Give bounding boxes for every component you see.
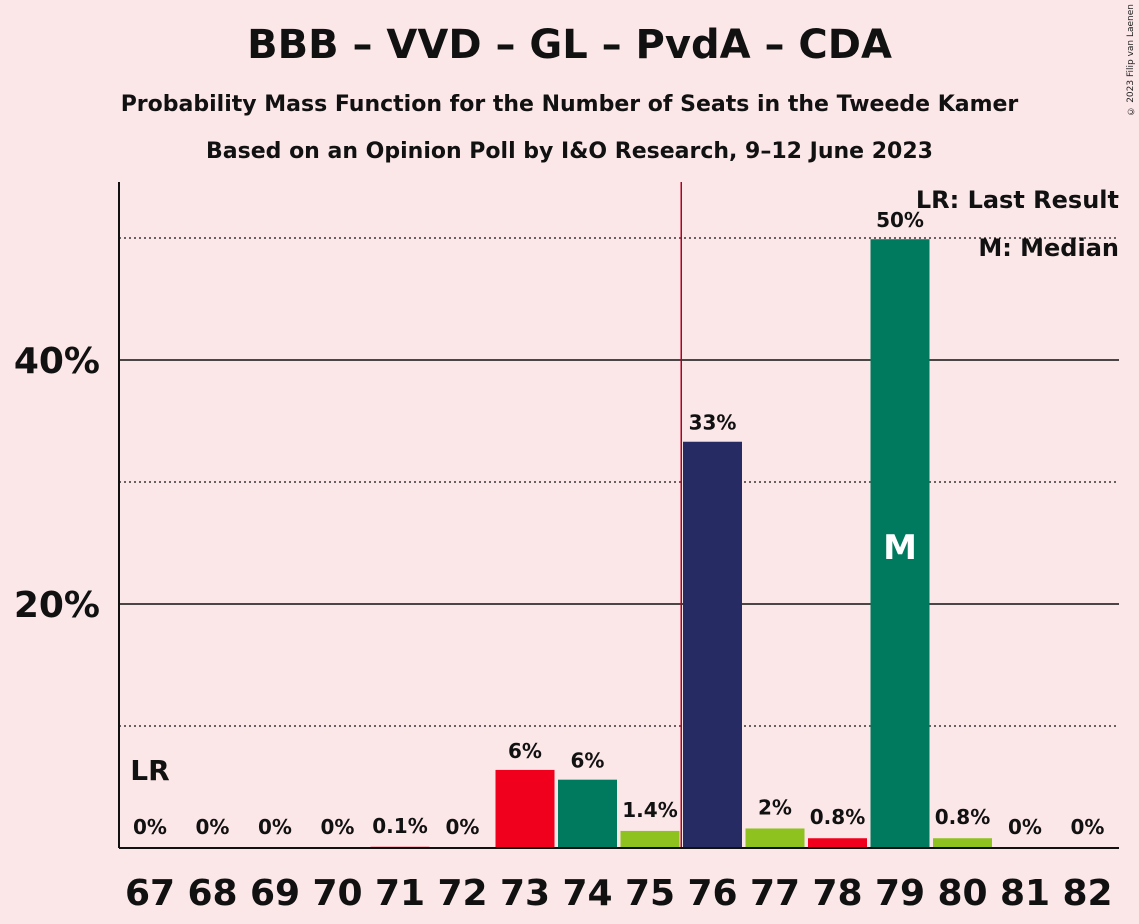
value-label: 0%: [258, 815, 292, 839]
bar-79: [870, 239, 930, 849]
legend-last-result: LR: Last Result: [915, 186, 1119, 214]
bar-80: [933, 838, 992, 848]
x-tick-label: 73: [500, 873, 550, 914]
value-label: 33%: [689, 411, 737, 435]
value-label: 0%: [446, 815, 480, 839]
x-tick-label: 67: [125, 873, 175, 914]
bar-74: [558, 779, 617, 848]
value-label: 0%: [1008, 815, 1042, 839]
bar-77: [745, 828, 805, 848]
value-label: 0%: [321, 815, 355, 839]
value-label: 50%: [876, 208, 924, 232]
bar-75: [620, 830, 680, 848]
x-tick-label: 78: [812, 873, 862, 914]
last-result-marker: LR: [130, 754, 169, 787]
x-tick-label: 77: [750, 873, 800, 914]
chart-title: BBB – VVD – GL – PvdA – CDA: [247, 22, 892, 68]
value-label: 0%: [133, 815, 167, 839]
median-marker: M: [883, 528, 917, 568]
x-tick-label: 80: [937, 873, 987, 914]
x-tick-label: 79: [875, 873, 925, 914]
chart-subtitle: Probability Mass Function for the Number…: [120, 92, 1019, 117]
x-tick-label: 81: [1000, 873, 1050, 914]
value-label: 0.8%: [935, 805, 990, 829]
y-tick-label: 40%: [14, 341, 100, 382]
value-label: 6%: [571, 749, 605, 773]
bar-78: [808, 838, 867, 848]
value-label: 0.8%: [810, 805, 865, 829]
y-tick-label: 20%: [14, 585, 100, 626]
value-label: 0.1%: [372, 814, 427, 838]
value-label: 0%: [196, 815, 230, 839]
x-tick-label: 68: [187, 873, 237, 914]
value-label: 6%: [508, 739, 542, 763]
x-tick-label: 74: [562, 873, 612, 914]
x-tick-label: 72: [437, 873, 487, 914]
value-label: 1.4%: [622, 798, 677, 822]
chart-source-line: Based on an Opinion Poll by I&O Research…: [206, 139, 933, 164]
x-tick-label: 70: [312, 873, 362, 914]
x-tick-label: 75: [625, 873, 675, 914]
value-label: 0%: [1071, 815, 1105, 839]
bar-76: [683, 441, 742, 848]
x-tick-label: 76: [687, 873, 737, 914]
legend-median: M: Median: [978, 234, 1119, 262]
x-tick-label: 71: [375, 873, 425, 914]
x-tick-label: 82: [1062, 873, 1112, 914]
x-tick-label: 69: [250, 873, 300, 914]
bar-73: [495, 769, 555, 848]
value-label: 2%: [758, 795, 792, 819]
